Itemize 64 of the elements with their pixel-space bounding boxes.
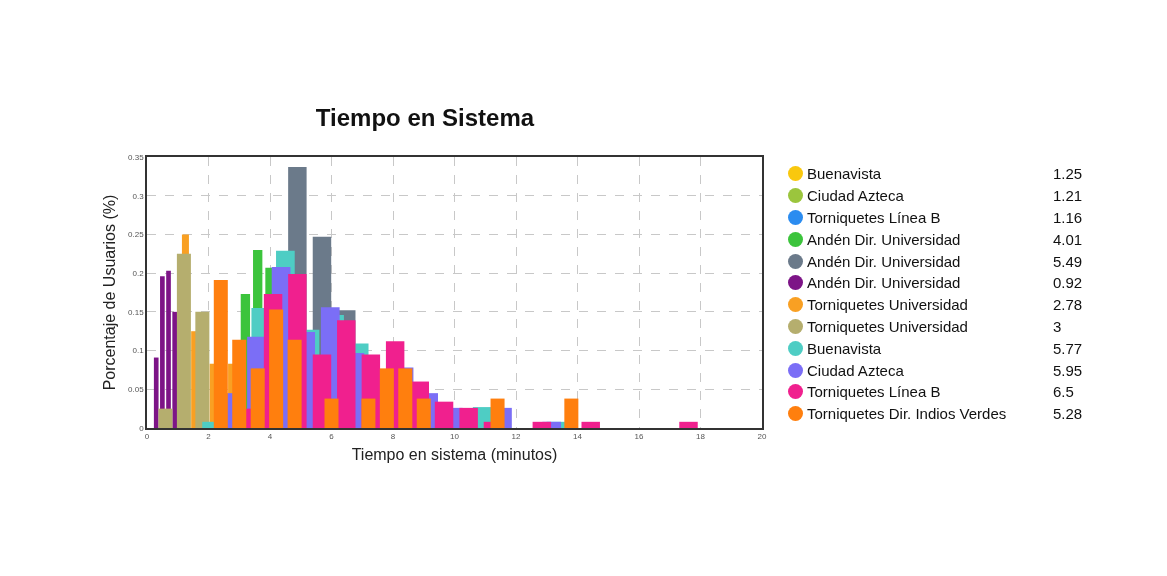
legend-label: Buenavista: [807, 165, 883, 183]
legend-label: Andén Dir. Universidad: [807, 274, 962, 292]
text: 2.78: [1053, 296, 1083, 314]
text: 3: [1053, 317, 1062, 335]
legend-label: Torniquetes Universidad: [807, 317, 969, 335]
text: 0.92: [1053, 274, 1083, 292]
legend-label: Ciudad Azteca: [807, 187, 905, 205]
x-axis-title: Tiempo en sistema (minutos): [351, 445, 558, 463]
x-tick-label: 20: [757, 432, 767, 442]
text: 1.16: [1053, 208, 1083, 226]
bar: [434, 401, 454, 428]
x-tick-label: 6: [329, 432, 335, 442]
text: 6.5: [1053, 383, 1074, 401]
bar: [213, 280, 228, 428]
legend-label: Torniquetes Universidad: [807, 296, 969, 314]
y-axis-title: Porcentaje de Usuarios (%): [101, 194, 119, 391]
bar: [459, 407, 478, 428]
text: 5.77: [1053, 339, 1083, 357]
bar: [158, 408, 173, 428]
bar: [176, 253, 191, 428]
bar: [564, 398, 579, 428]
legend-label: Torniquetes Dir. Indios Verdes: [807, 405, 1008, 423]
bar: [287, 339, 302, 428]
legend-label: Andén Dir. Universidad: [807, 252, 962, 270]
y-tick-label: 0.3: [132, 191, 145, 201]
y-tick-label: 0.05: [128, 385, 145, 395]
text: 5.28: [1053, 405, 1083, 423]
y-tick-label: 0: [139, 423, 145, 433]
legend-label: Ciudad Azteca: [807, 361, 905, 379]
x-tick-label: 18: [696, 432, 706, 442]
y-tick-label: 0.15: [128, 307, 145, 317]
text: 1.21: [1053, 187, 1083, 205]
x-tick-label: 10: [450, 432, 460, 442]
x-tick-label: 12: [511, 432, 521, 442]
bar: [232, 339, 247, 428]
chart-title: Tiempo en Sistema: [315, 104, 535, 132]
legend-label: Torniquetes Línea B: [807, 208, 942, 226]
x-tick-label: 14: [573, 432, 583, 442]
text: 5.49: [1053, 252, 1083, 270]
y-tick-label: 0.35: [128, 152, 145, 162]
legend-label: Buenavista: [807, 339, 883, 357]
bar: [250, 368, 265, 428]
legend-label: Torniquetes Línea B: [807, 383, 942, 401]
legend-label: Andén Dir. Universidad: [807, 230, 962, 248]
bar: [416, 398, 431, 428]
bar: [324, 398, 339, 428]
y-tick-label: 0.25: [128, 230, 145, 240]
bar: [398, 368, 413, 428]
x-tick-label: 8: [390, 432, 396, 442]
bar: [581, 421, 600, 428]
x-tick-label: 4: [267, 432, 273, 442]
text: 1.25: [1053, 165, 1083, 183]
bar: [379, 368, 394, 428]
bar: [269, 309, 284, 428]
y-tick-label: 0.2: [132, 268, 145, 278]
bar: [532, 421, 552, 428]
text: 4.01: [1053, 230, 1083, 248]
x-tick-label: 16: [634, 432, 644, 442]
bar: [490, 398, 505, 428]
text: 5.95: [1053, 361, 1083, 379]
y-tick-label: 0.1: [132, 346, 145, 356]
bar: [195, 311, 210, 428]
x-tick-label: 2: [206, 432, 212, 442]
bar: [679, 421, 698, 428]
